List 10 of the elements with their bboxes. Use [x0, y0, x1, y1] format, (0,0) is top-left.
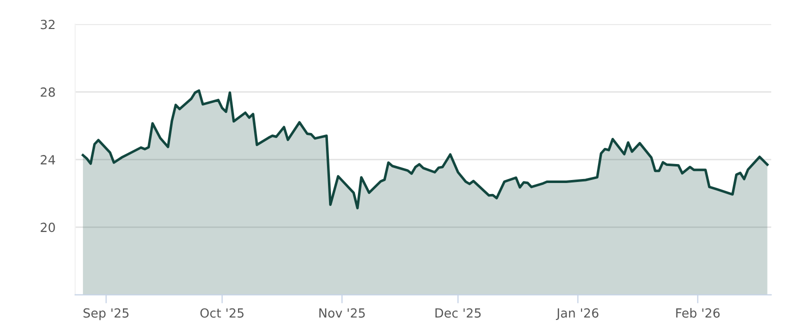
- y-tick-label: 32: [40, 20, 55, 30]
- y-tick-label: 24: [40, 155, 56, 164]
- y-tick-label: 20: [40, 222, 55, 232]
- x-tick-label: Sep '25: [84, 308, 128, 320]
- y-tick-label: 28: [40, 87, 55, 97]
- x-tick-label: Oct '25: [200, 308, 244, 318]
- x-tick-label: Jan '26: [556, 308, 598, 320]
- x-tick-label: Dec '25: [435, 308, 481, 318]
- x-tick-label: Nov '25: [319, 308, 365, 318]
- x-tick-label: Feb '26: [676, 308, 720, 318]
